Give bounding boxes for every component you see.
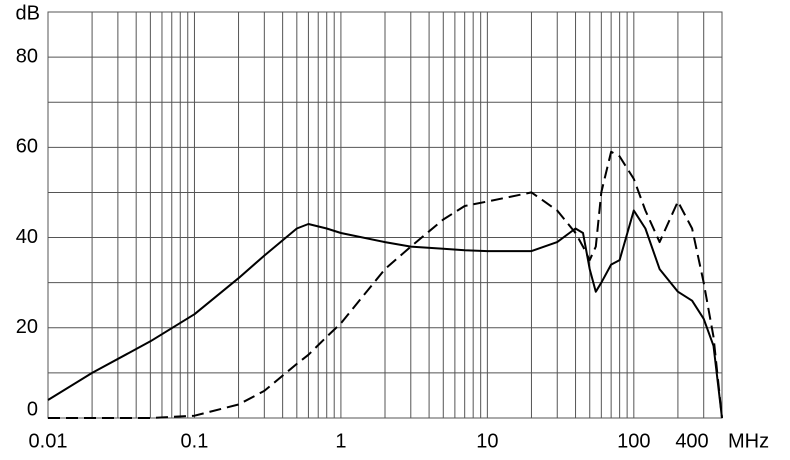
- x-tick-label: 1: [335, 430, 346, 452]
- x-tick-label: 0.01: [29, 430, 68, 452]
- x-tick-label: 100: [617, 430, 650, 452]
- x-tick-label: 400: [675, 430, 708, 452]
- x-axis-label: MHz: [728, 430, 769, 452]
- y-tick-label: 0: [27, 398, 38, 420]
- series-line: [47, 209, 723, 419]
- y-axis-label: dB: [16, 2, 40, 24]
- y-tick-label: 20: [16, 316, 38, 338]
- y-tick-label: 80: [16, 45, 38, 67]
- x-tick-label: 0.1: [181, 430, 209, 452]
- y-tick-label: 60: [16, 136, 38, 158]
- y-tick-label: 40: [16, 226, 38, 248]
- x-tick-label: 10: [476, 430, 498, 452]
- series-line: [48, 150, 723, 419]
